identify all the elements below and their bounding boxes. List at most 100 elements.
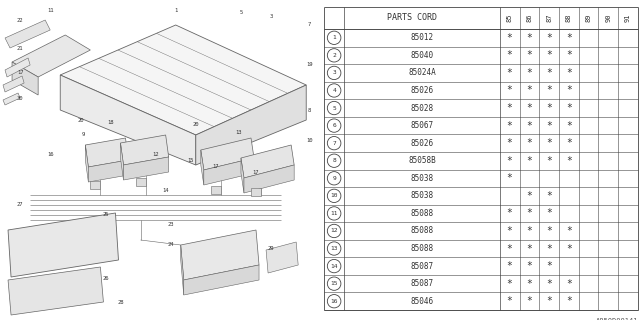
- Text: *: *: [507, 33, 513, 43]
- Text: 2: 2: [332, 53, 336, 58]
- Polygon shape: [120, 135, 169, 165]
- Text: *: *: [546, 279, 552, 289]
- Text: *: *: [507, 156, 513, 166]
- Text: 85024A: 85024A: [408, 68, 436, 77]
- Text: 29: 29: [268, 245, 275, 251]
- Text: *: *: [527, 296, 532, 306]
- Polygon shape: [251, 188, 261, 196]
- Text: 26: 26: [102, 276, 109, 281]
- Text: 85: 85: [507, 14, 513, 22]
- Text: *: *: [527, 68, 532, 78]
- Text: *: *: [527, 103, 532, 113]
- Text: *: *: [546, 121, 552, 131]
- Text: 20: 20: [193, 123, 199, 127]
- Text: *: *: [546, 261, 552, 271]
- Text: *: *: [566, 156, 572, 166]
- Text: 85012: 85012: [410, 33, 433, 42]
- Text: *: *: [527, 191, 532, 201]
- Text: 85026: 85026: [410, 86, 433, 95]
- Text: 25: 25: [102, 212, 109, 218]
- Polygon shape: [124, 157, 169, 180]
- Text: 17: 17: [253, 170, 259, 174]
- Text: *: *: [546, 296, 552, 306]
- Text: *: *: [507, 173, 513, 183]
- Text: *: *: [527, 85, 532, 95]
- Text: *: *: [566, 296, 572, 306]
- Text: *: *: [566, 279, 572, 289]
- Text: 14: 14: [163, 188, 169, 193]
- Polygon shape: [120, 143, 124, 180]
- Text: 11: 11: [330, 211, 338, 216]
- Text: *: *: [527, 226, 532, 236]
- Text: *: *: [507, 85, 513, 95]
- Polygon shape: [5, 20, 50, 48]
- Text: PARTS CORD: PARTS CORD: [387, 13, 437, 22]
- Text: *: *: [527, 261, 532, 271]
- Text: *: *: [566, 244, 572, 253]
- Text: 10: 10: [330, 193, 338, 198]
- Polygon shape: [90, 181, 100, 189]
- Text: *: *: [566, 50, 572, 60]
- Text: 86: 86: [526, 14, 532, 22]
- Text: *: *: [527, 244, 532, 253]
- Text: *: *: [507, 296, 513, 306]
- Text: 90: 90: [605, 14, 611, 22]
- Polygon shape: [204, 158, 254, 185]
- Polygon shape: [136, 178, 145, 186]
- Polygon shape: [241, 158, 244, 193]
- Text: *: *: [507, 226, 513, 236]
- Text: *: *: [507, 103, 513, 113]
- Text: *: *: [546, 50, 552, 60]
- Text: *: *: [527, 279, 532, 289]
- Text: 6: 6: [332, 123, 336, 128]
- Text: A850D00141: A850D00141: [595, 318, 638, 320]
- Polygon shape: [88, 160, 129, 182]
- Text: 20: 20: [77, 117, 84, 123]
- Text: *: *: [507, 244, 513, 253]
- Text: 23: 23: [168, 222, 174, 228]
- Text: 85038: 85038: [410, 174, 433, 183]
- Polygon shape: [5, 58, 30, 77]
- Text: 28: 28: [117, 300, 124, 305]
- Text: 12: 12: [152, 153, 159, 157]
- Text: *: *: [527, 138, 532, 148]
- Text: *: *: [546, 244, 552, 253]
- Text: *: *: [507, 261, 513, 271]
- Polygon shape: [60, 75, 196, 165]
- Polygon shape: [12, 62, 38, 95]
- Text: 7: 7: [308, 22, 311, 28]
- Text: *: *: [546, 138, 552, 148]
- Text: 8: 8: [308, 108, 311, 113]
- Text: *: *: [507, 68, 513, 78]
- Text: 12: 12: [330, 228, 338, 234]
- Text: *: *: [546, 33, 552, 43]
- Text: 85067: 85067: [410, 121, 433, 130]
- Text: 85088: 85088: [410, 227, 433, 236]
- Text: 17: 17: [17, 69, 23, 75]
- Polygon shape: [85, 145, 88, 182]
- Text: 85028: 85028: [410, 104, 433, 113]
- Polygon shape: [3, 76, 24, 92]
- Text: *: *: [546, 103, 552, 113]
- Text: *: *: [566, 85, 572, 95]
- Text: *: *: [566, 138, 572, 148]
- Text: 5: 5: [332, 106, 336, 110]
- Text: 15: 15: [188, 157, 194, 163]
- Text: 3: 3: [332, 70, 336, 76]
- Text: 85088: 85088: [410, 209, 433, 218]
- Text: 8: 8: [332, 158, 336, 163]
- Text: *: *: [527, 156, 532, 166]
- Text: *: *: [507, 50, 513, 60]
- Text: 85046: 85046: [410, 297, 433, 306]
- Polygon shape: [85, 138, 129, 167]
- Text: *: *: [566, 33, 572, 43]
- Text: *: *: [566, 103, 572, 113]
- Text: 7: 7: [332, 141, 336, 146]
- Text: 14: 14: [330, 264, 338, 268]
- Text: 13: 13: [330, 246, 338, 251]
- Text: 9: 9: [82, 132, 85, 138]
- Polygon shape: [3, 93, 20, 105]
- Polygon shape: [196, 85, 306, 165]
- Text: 24: 24: [168, 243, 174, 247]
- Text: 27: 27: [17, 203, 23, 207]
